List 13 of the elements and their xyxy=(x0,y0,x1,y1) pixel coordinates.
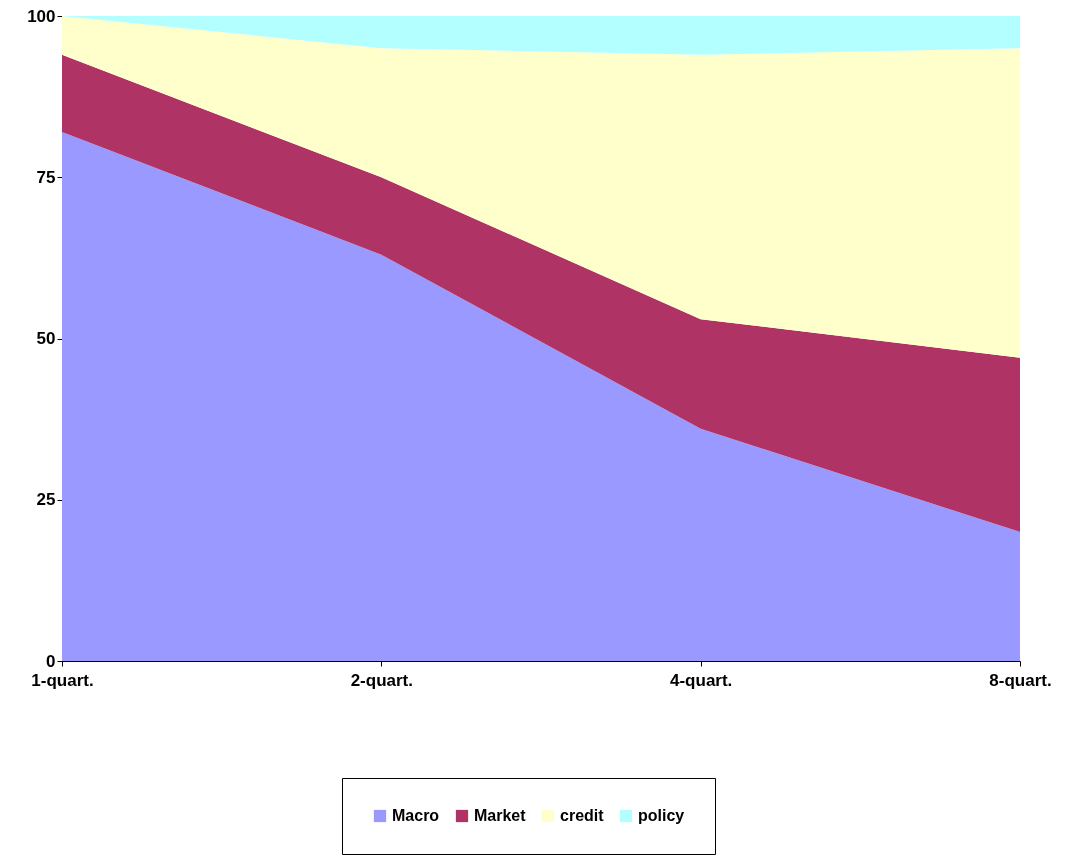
y-tick-label: 0 xyxy=(46,651,56,671)
x-tick-label: 4-quart. xyxy=(669,670,733,690)
legend-label: Macro xyxy=(392,807,440,824)
legend-label: policy xyxy=(638,807,685,824)
x-tick-label: 1-quart. xyxy=(31,670,94,690)
legend-label: Market xyxy=(474,807,527,824)
x-tick-label: 8-quart. xyxy=(989,670,1052,690)
x-tick-label: 2-quart. xyxy=(350,670,414,690)
y-tick-label: 25 xyxy=(36,490,56,510)
legend-label: credit xyxy=(560,807,605,824)
y-tick-label: 50 xyxy=(36,329,56,348)
y-tick-label: 75 xyxy=(36,167,56,187)
y-tick-label: 100 xyxy=(27,6,56,26)
